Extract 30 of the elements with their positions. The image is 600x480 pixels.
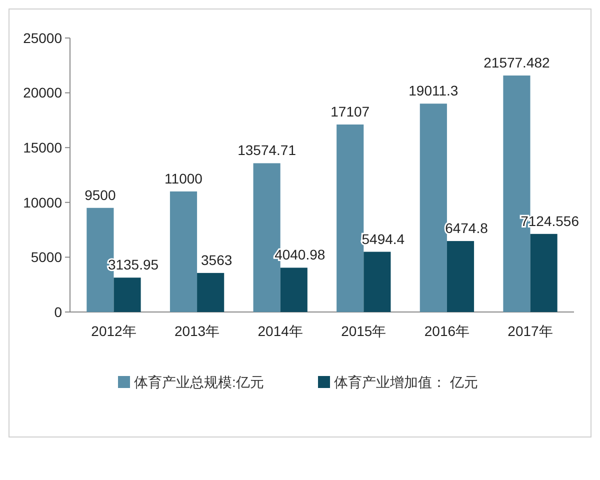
bar	[114, 278, 141, 312]
bar	[280, 268, 308, 312]
data-label: 13574.71	[238, 142, 296, 158]
x-tick-label: 2015年	[341, 323, 386, 339]
x-tick-label: 2014年	[258, 323, 303, 339]
x-tick-label: 2012年	[91, 323, 136, 339]
data-label: 11000	[164, 170, 203, 186]
bar	[364, 252, 391, 312]
legend-label: 体育产业总规模:亿元	[134, 374, 264, 390]
bar	[197, 272, 224, 312]
data-label: 3563	[201, 252, 232, 268]
legend-label: 体育产业增加值： 亿元	[334, 374, 478, 390]
bar	[530, 234, 558, 312]
y-tick-label: 15000	[23, 140, 62, 156]
data-label: 19011.3	[408, 82, 458, 99]
data-label: 17107	[330, 104, 370, 120]
data-label: 21577.482	[484, 54, 550, 71]
bar	[420, 104, 447, 312]
bar	[446, 241, 474, 312]
y-tick-label: 5000	[30, 249, 62, 266]
bar	[170, 191, 198, 312]
data-label: 9500	[84, 186, 116, 203]
y-tick-label: 20000	[23, 84, 62, 101]
x-tick-label: 2013年	[174, 323, 220, 339]
x-tick-label: 2016年	[424, 323, 470, 339]
bar	[336, 124, 364, 312]
y-tick-label: 25000	[23, 30, 62, 46]
y-tick-label: 0	[54, 304, 62, 320]
x-tick-label: 2017年	[508, 323, 553, 339]
y-tick-label: 10000	[23, 194, 62, 210]
